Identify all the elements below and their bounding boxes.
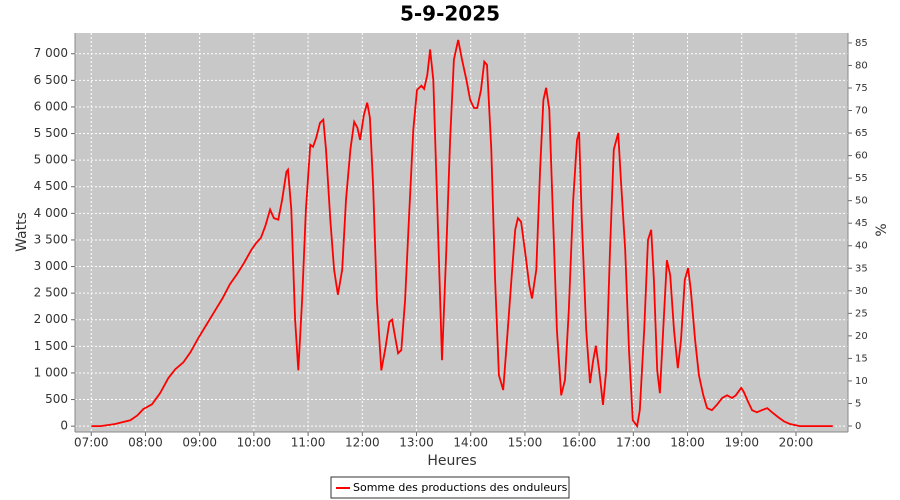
y-tick-label: 6 500	[34, 73, 68, 87]
y-tick-label: 4 500	[34, 179, 68, 193]
x-tick-label: 15:00	[508, 436, 543, 450]
y-tick-label: 1 500	[34, 339, 68, 353]
legend-box	[330, 476, 570, 499]
x-tick-label: 20:00	[779, 436, 814, 450]
x-tick-label: 19:00	[724, 436, 759, 450]
y2-tick-label: 35	[855, 263, 868, 274]
y2-axis-label: %	[874, 223, 890, 236]
x-tick-label: 11:00	[291, 436, 326, 450]
x-tick-label: 17:00	[616, 436, 651, 450]
y-tick-label: 3 000	[34, 259, 68, 273]
y-tick-label: 500	[45, 392, 68, 406]
y-tick-label: 5 000	[34, 153, 68, 167]
y-tick-label: 3 500	[34, 232, 68, 246]
y2-tick-label: 70	[855, 106, 868, 117]
y2-tick-label: 50	[855, 196, 868, 207]
y2-tick-label: 80	[855, 60, 868, 71]
x-tick-label: 07:00	[74, 436, 109, 450]
y2-tick-label: 55	[855, 173, 868, 184]
x-tick-label: 08:00	[128, 436, 163, 450]
chart-title: 5-9-2025	[400, 2, 500, 26]
y2-tick-label: 15	[855, 353, 868, 364]
data-line	[91, 39, 833, 429]
y-tick-label: 0	[60, 419, 68, 433]
legend-label: Somme des productions des onduleurs	[353, 481, 568, 494]
y2-tick-label: 45	[855, 218, 868, 229]
y-tick-label: 2 000	[34, 312, 68, 326]
y-axis-label: Watts	[14, 212, 30, 252]
x-tick-label: 16:00	[562, 436, 597, 450]
y2-tick-label: 30	[855, 286, 868, 297]
x-tick-label: 12:00	[345, 436, 380, 450]
y2-tick-label: 40	[855, 241, 868, 252]
y2-tick-label: 75	[855, 83, 868, 94]
y-tick-label: 6 000	[34, 99, 68, 113]
y-tick-label: 4 000	[34, 206, 68, 220]
y2-tick-label: 0	[855, 421, 861, 432]
y2-tick-label: 10	[855, 376, 868, 387]
x-axis-label: Heures	[427, 453, 476, 469]
y-tick-label: 2 500	[34, 286, 68, 300]
y-tick-label: 7 000	[34, 46, 68, 60]
y2-tick-label: 5	[855, 398, 861, 409]
x-tick-label: 13:00	[399, 436, 434, 450]
y2-tick-label: 65	[855, 128, 868, 139]
y-tick-label: 1 000	[34, 365, 68, 379]
x-tick-label: 18:00	[670, 436, 705, 450]
x-tick-label: 14:00	[453, 436, 488, 450]
y2-tick-label: 85	[855, 38, 868, 49]
x-tick-label: 09:00	[182, 436, 217, 450]
x-tick-label: 10:00	[237, 436, 272, 450]
y2-tick-label: 25	[855, 308, 868, 319]
y2-tick-label: 20	[855, 331, 868, 342]
plot-area	[75, 33, 848, 432]
y-tick-label: 5 500	[34, 126, 68, 140]
y2-tick-label: 60	[855, 151, 868, 162]
